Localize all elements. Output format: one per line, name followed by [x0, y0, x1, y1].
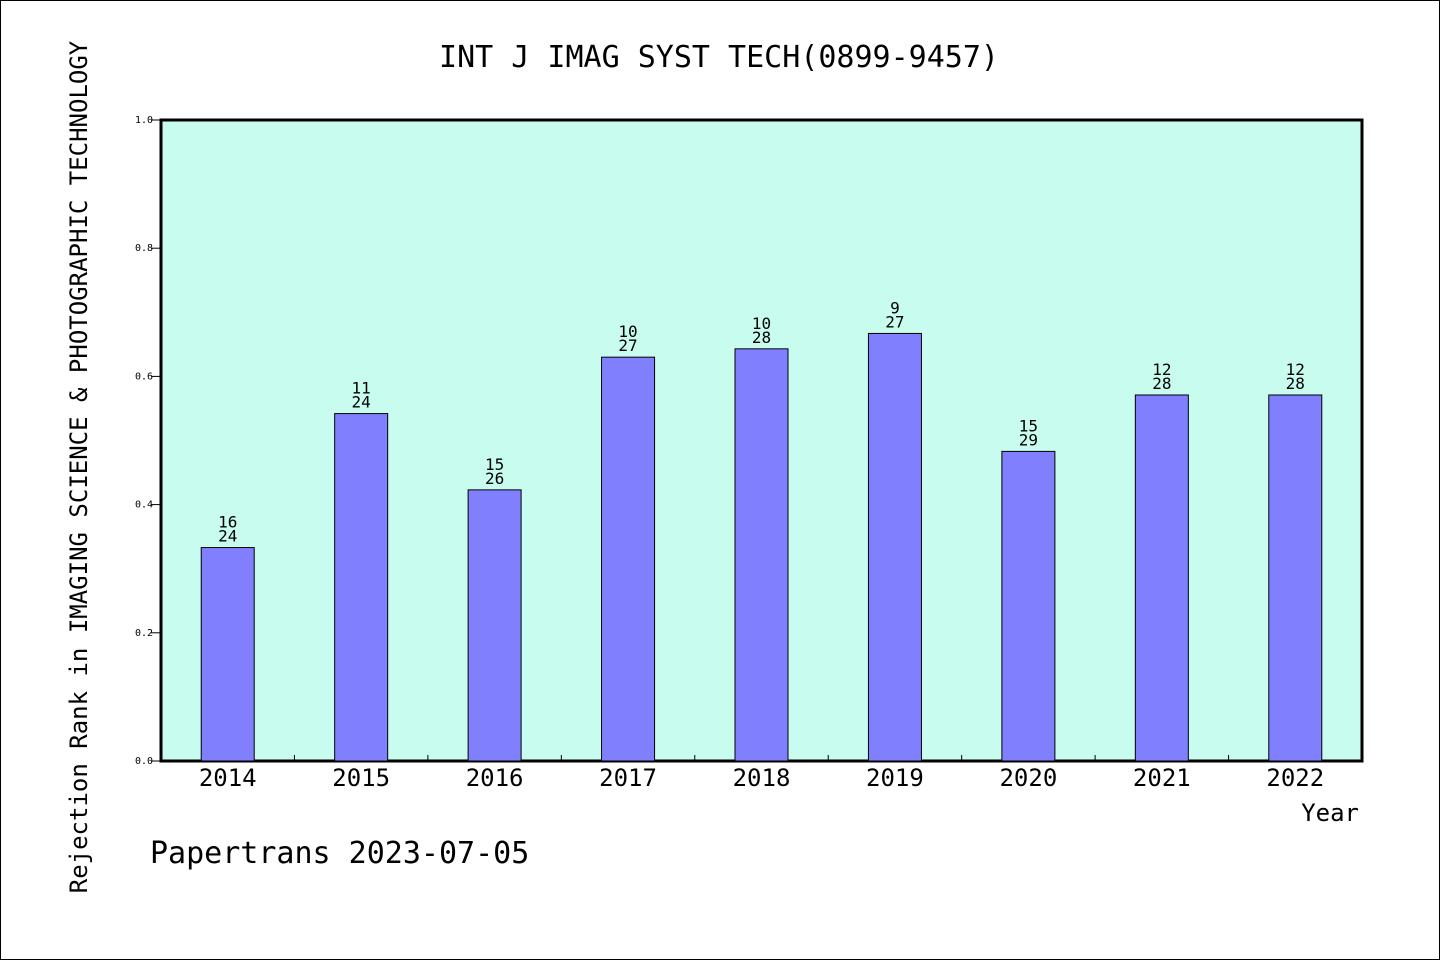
y-tick-label: 0.4 [135, 500, 153, 511]
bar-rank-label: 10 [618, 322, 637, 341]
bar-total-label: 27 [618, 336, 637, 355]
bar-rank-label: 15 [1019, 416, 1038, 435]
y-tick-label: 0.2 [135, 628, 153, 639]
bar-total-label: 24 [352, 393, 371, 412]
x-tick-label: 2015 [332, 764, 390, 792]
bar-total-label: 27 [885, 312, 904, 331]
x-tick-label: 2022 [1266, 764, 1324, 792]
x-tick-label: 2020 [999, 764, 1057, 792]
y-tick-label: 0.8 [135, 243, 153, 254]
bar-rank-label: 15 [485, 455, 504, 474]
bar-2019 [867, 332, 922, 762]
bar-2015 [334, 413, 389, 762]
bar-2022 [1268, 394, 1323, 762]
bar-rank-label: 9 [890, 298, 900, 317]
bar-2021 [1134, 394, 1189, 762]
bar-2020 [1001, 450, 1056, 762]
bar-total-label: 24 [218, 527, 237, 546]
bar-2014 [200, 547, 255, 762]
bar-rank-label: 16 [218, 513, 237, 532]
bar-rank-label: 12 [1152, 360, 1171, 379]
x-tick-label: 2016 [466, 764, 524, 792]
bar-2016 [467, 489, 522, 762]
x-tick-label: 2018 [733, 764, 791, 792]
bar-rank-label: 10 [752, 314, 771, 333]
x-axis-label: Year [1301, 799, 1359, 827]
x-tick-label: 2019 [866, 764, 924, 792]
chart-title: INT J IMAG SYST TECH(0899-9457) [439, 40, 999, 75]
bar-rank-label: 11 [352, 379, 371, 398]
bar-2017 [601, 356, 656, 762]
bar-total-label: 28 [1152, 374, 1171, 393]
x-tick-label: 2017 [599, 764, 657, 792]
y-tick-label: 0.6 [135, 371, 153, 382]
footer-credit: Papertrans 2023-07-05 [150, 836, 529, 871]
bar-total-label: 28 [752, 328, 771, 347]
bar-2018 [734, 348, 789, 762]
y-tick-label: 1.0 [135, 115, 153, 126]
x-tick-label: 2014 [199, 764, 257, 792]
bar-rank-label: 12 [1286, 360, 1305, 379]
x-tick-label: 2021 [1133, 764, 1191, 792]
bar-total-label: 29 [1019, 430, 1038, 449]
y-axis-label: Rejection Rank in IMAGING SCIENCE & PHOT… [65, 40, 93, 893]
bar-total-label: 26 [485, 469, 504, 488]
bar-total-label: 28 [1286, 374, 1305, 393]
y-tick-label: 0.0 [135, 756, 153, 767]
